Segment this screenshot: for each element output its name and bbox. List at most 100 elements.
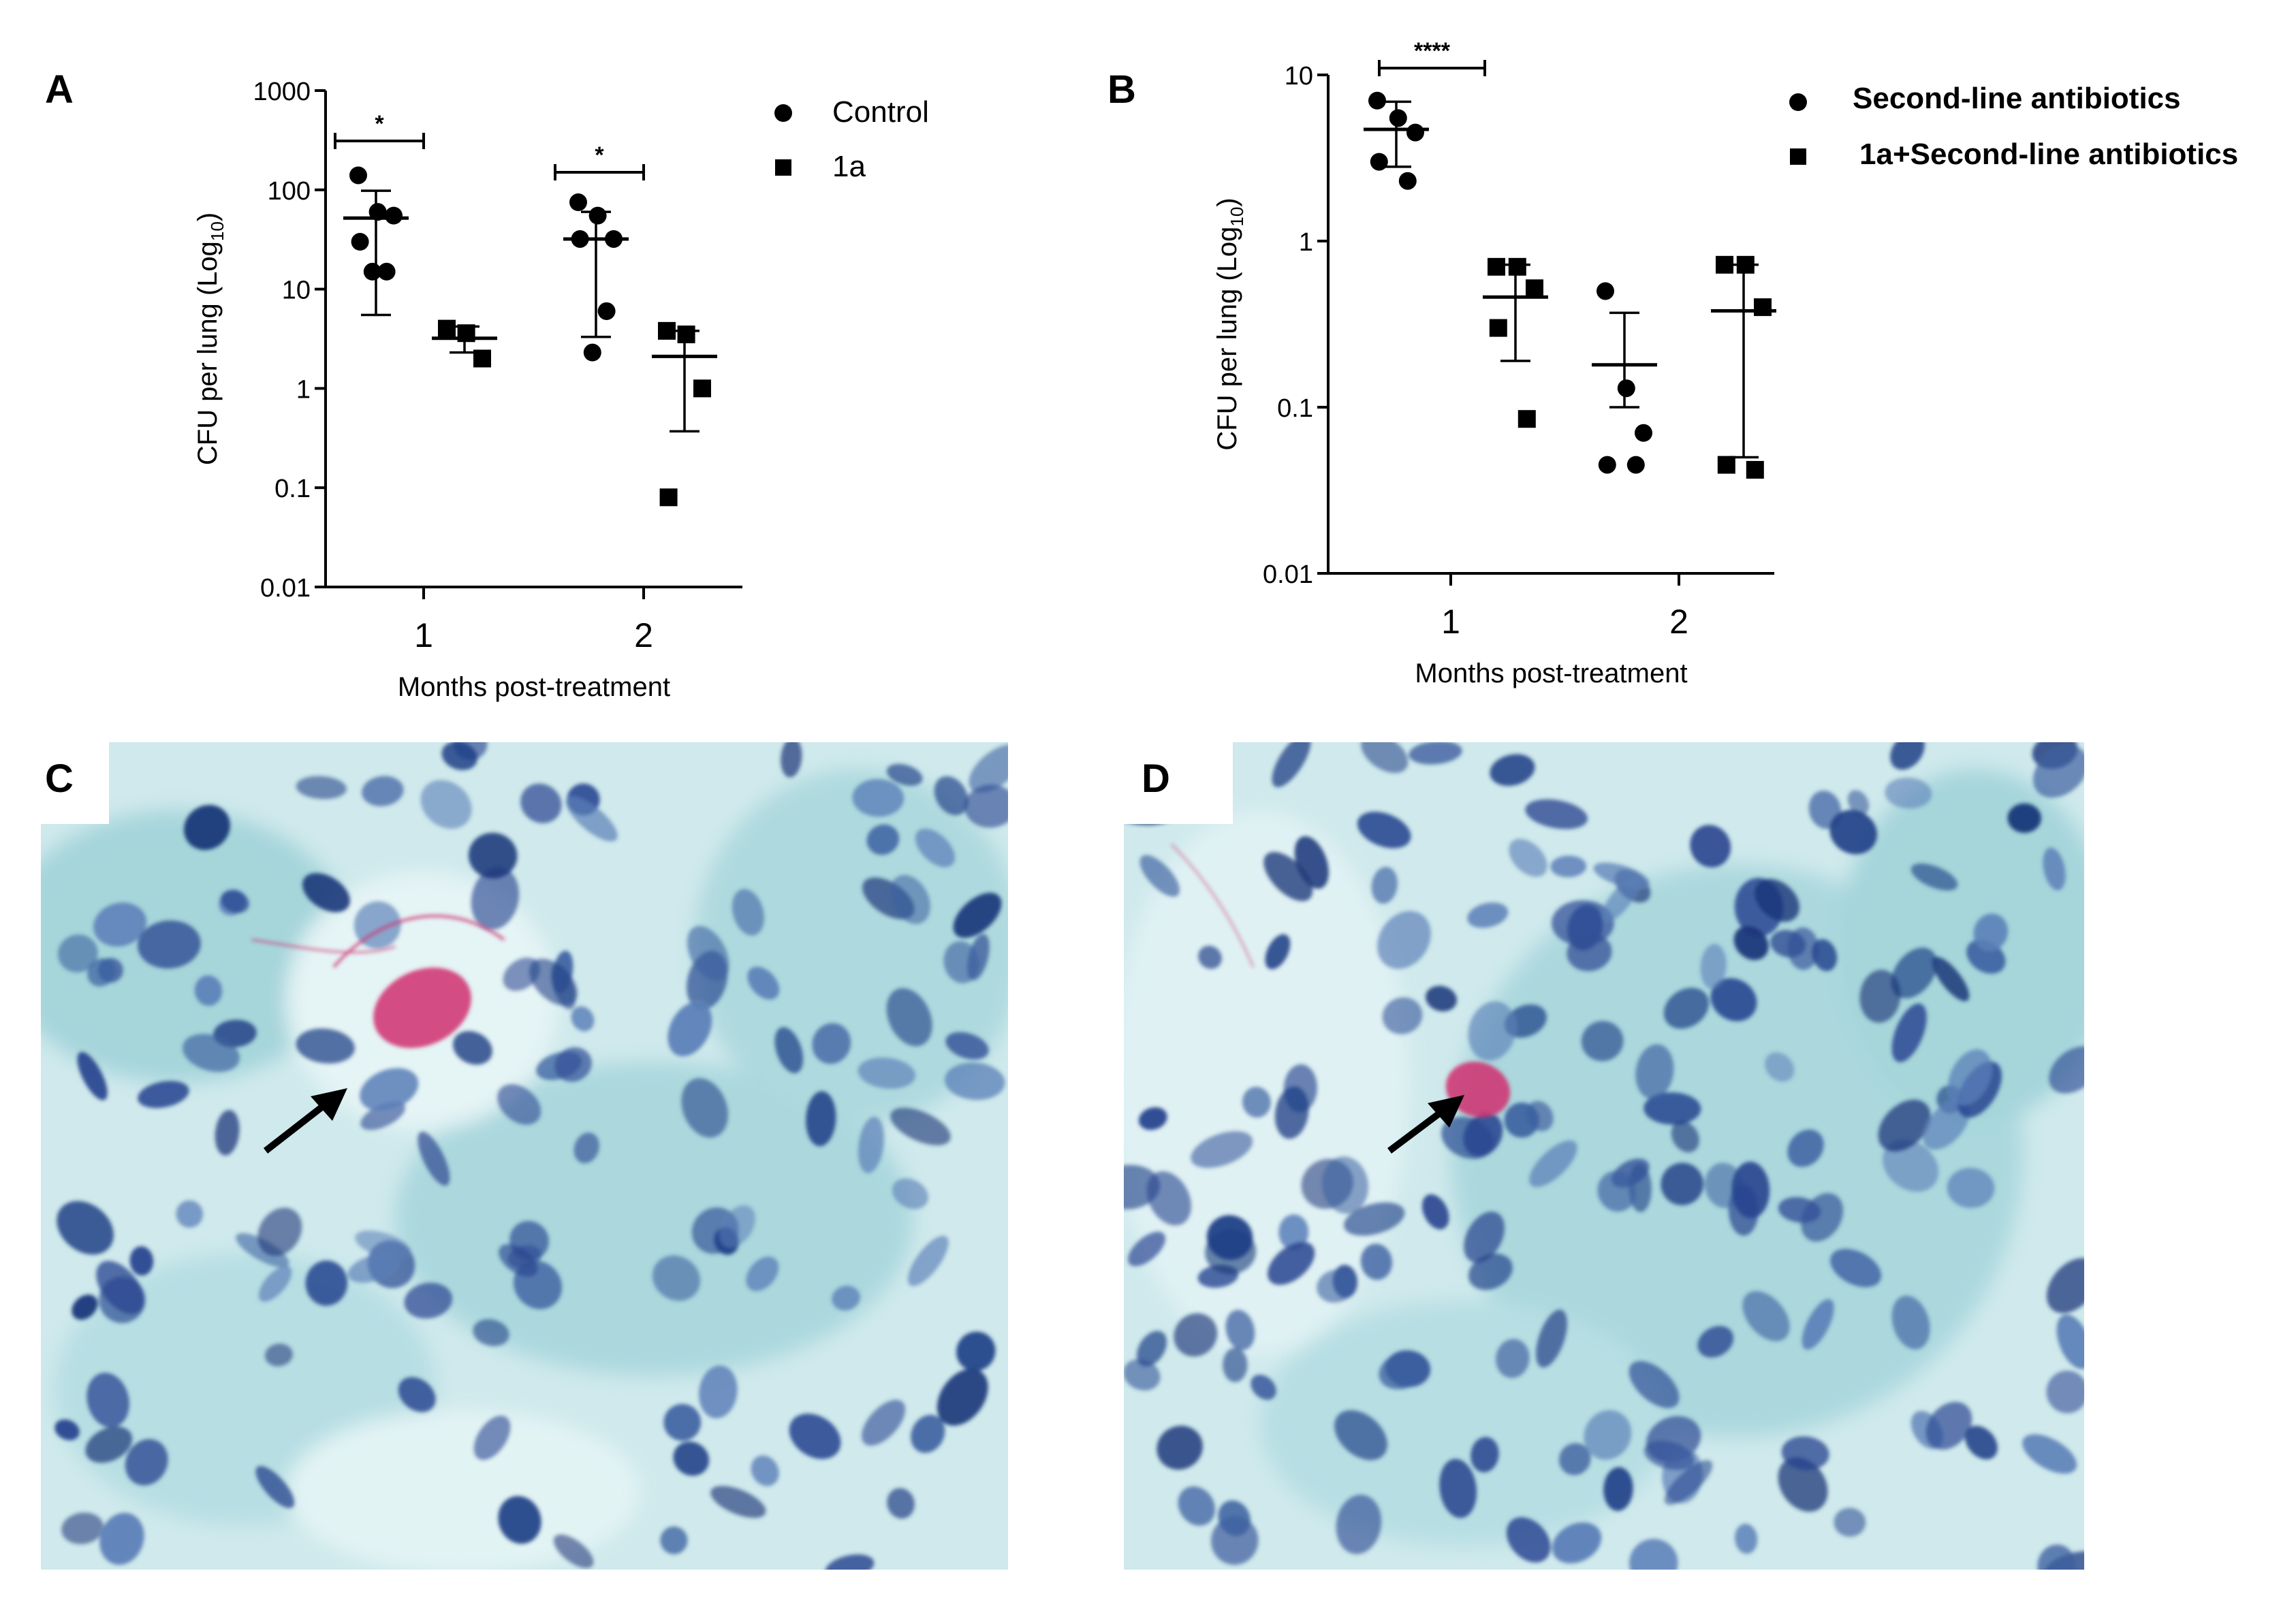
data-point <box>1635 424 1652 442</box>
cell-nucleus <box>57 1201 114 1255</box>
cell-nucleus <box>2043 847 2066 891</box>
cell-nucleus <box>1847 790 1870 815</box>
cell-nucleus <box>255 1465 295 1508</box>
panel-label-a: A <box>45 67 74 112</box>
cell-nucleus <box>1834 1508 1866 1537</box>
cell-nucleus <box>1124 1164 1161 1209</box>
cell-nucleus <box>398 1377 436 1412</box>
cell-nucleus <box>1947 1167 1995 1208</box>
cell-nucleus <box>418 1131 450 1186</box>
cell-nucleus <box>2046 1258 2084 1314</box>
y-tick-label: 10 <box>1285 62 1313 91</box>
cell-nucleus <box>747 966 780 1000</box>
cell-nucleus <box>1830 1248 1882 1288</box>
cell-nucleus <box>732 889 765 936</box>
cell-nucleus <box>1464 1211 1505 1263</box>
cell-nucleus <box>1506 1517 1551 1563</box>
cell-nucleus <box>87 1372 129 1428</box>
micrograph-c <box>41 742 1008 1570</box>
cell-nucleus <box>944 1062 1005 1100</box>
cell-nucleus <box>194 975 223 1006</box>
panel-label-c: C <box>45 757 74 801</box>
data-point <box>377 262 396 281</box>
cell-nucleus <box>1124 1359 1161 1391</box>
legend-b-label: 1a+Second-line antibiotics <box>1859 138 2239 171</box>
cell-nucleus <box>183 1034 240 1073</box>
cell-nucleus <box>1710 978 1757 1021</box>
cell-nucleus <box>2007 803 2041 833</box>
cell-nucleus <box>1629 1538 1678 1570</box>
cell-nucleus <box>1357 812 1411 848</box>
cell-nucleus <box>453 1031 492 1065</box>
cell-nucleus <box>1735 1523 1758 1554</box>
cell-nucleus <box>887 1488 915 1519</box>
cell-nucleus <box>61 1512 104 1544</box>
legend-b: Second-line antibiotics 1a+Second-line a… <box>1784 82 2289 184</box>
label-background-c <box>41 742 109 824</box>
cell-nucleus <box>956 1331 996 1371</box>
cell-nucleus <box>937 1369 988 1426</box>
cell-nucleus <box>355 1230 411 1260</box>
cell-nucleus <box>1490 754 1535 787</box>
cell-nucleus <box>258 1265 292 1302</box>
cell-nucleus <box>1225 1309 1255 1350</box>
cell-nucleus <box>1336 1494 1382 1555</box>
cell-nucleus <box>1601 877 1640 923</box>
cell-nucleus <box>529 958 578 1006</box>
cell-nucleus <box>1671 1121 1699 1153</box>
chart-b: 0.01 0.1 1 10 1 2 Months post-treatment CFU per… <box>1212 38 1776 688</box>
x-axis-title: Months post-treatment <box>1415 658 1687 688</box>
cell-nucleus <box>1382 997 1423 1034</box>
cell-nucleus <box>1274 1086 1309 1139</box>
cell-nucleus <box>1925 1401 1972 1450</box>
cell-nucleus <box>1263 852 1313 902</box>
cell-nucleus <box>1644 1092 1701 1125</box>
cell-nucleus <box>2032 745 2084 798</box>
data-point <box>1389 109 1407 127</box>
cell-nucleus <box>1550 855 1587 878</box>
data-point <box>1368 91 1386 110</box>
cell-nucleus <box>1157 1425 1203 1470</box>
cell-nucleus <box>660 1526 688 1555</box>
cell-nucleus <box>886 988 932 1047</box>
cell-nucleus <box>1597 1171 1637 1212</box>
cell-nucleus <box>1697 1326 1734 1358</box>
cell-nucleus <box>1138 1107 1167 1130</box>
x-tick-label: 1 <box>414 616 433 654</box>
cell-nucleus <box>1947 1049 1992 1106</box>
cell-nucleus <box>789 1413 841 1459</box>
data-point <box>1626 456 1645 474</box>
cell-nucleus <box>85 1426 133 1463</box>
cell-nucleus <box>2056 1314 2084 1369</box>
cell-nucleus <box>1859 970 1901 1023</box>
cell-nucleus <box>915 828 956 868</box>
cell-nucleus <box>858 1057 916 1089</box>
cell-nucleus <box>1629 1361 1680 1408</box>
cell-nucleus <box>1923 1099 1970 1150</box>
panel-label-d: D <box>1142 757 1170 801</box>
cell-nucleus <box>1471 1437 1499 1473</box>
cell-nucleus <box>1973 913 2009 951</box>
cell-nucleus <box>1802 1299 1834 1350</box>
cell-nucleus <box>2037 1544 2076 1570</box>
cell-nucleus <box>1644 1440 1695 1470</box>
cell-nucleus <box>1223 1348 1248 1382</box>
cell-nucleus <box>1885 777 1932 809</box>
cell-nucleus <box>832 1286 860 1311</box>
data-point <box>1370 153 1388 171</box>
cell-nucleus <box>969 744 1008 793</box>
cell-nucleus <box>215 1109 240 1156</box>
cell-nucleus <box>1755 878 1799 922</box>
cell-nucleus <box>520 783 562 823</box>
y-tick-label: 0.1 <box>274 475 311 503</box>
cell-nucleus <box>1829 810 1877 855</box>
cell-nucleus <box>862 1399 906 1446</box>
data-point <box>1406 123 1424 142</box>
data-point <box>473 349 491 368</box>
cell-nucleus <box>1781 1436 1829 1470</box>
cell-nucleus <box>573 1132 599 1164</box>
cell-nucleus <box>1733 925 1769 960</box>
cell-nucleus <box>1439 1459 1477 1519</box>
y-tick-label: 1 <box>296 375 311 404</box>
data-point <box>677 325 695 344</box>
